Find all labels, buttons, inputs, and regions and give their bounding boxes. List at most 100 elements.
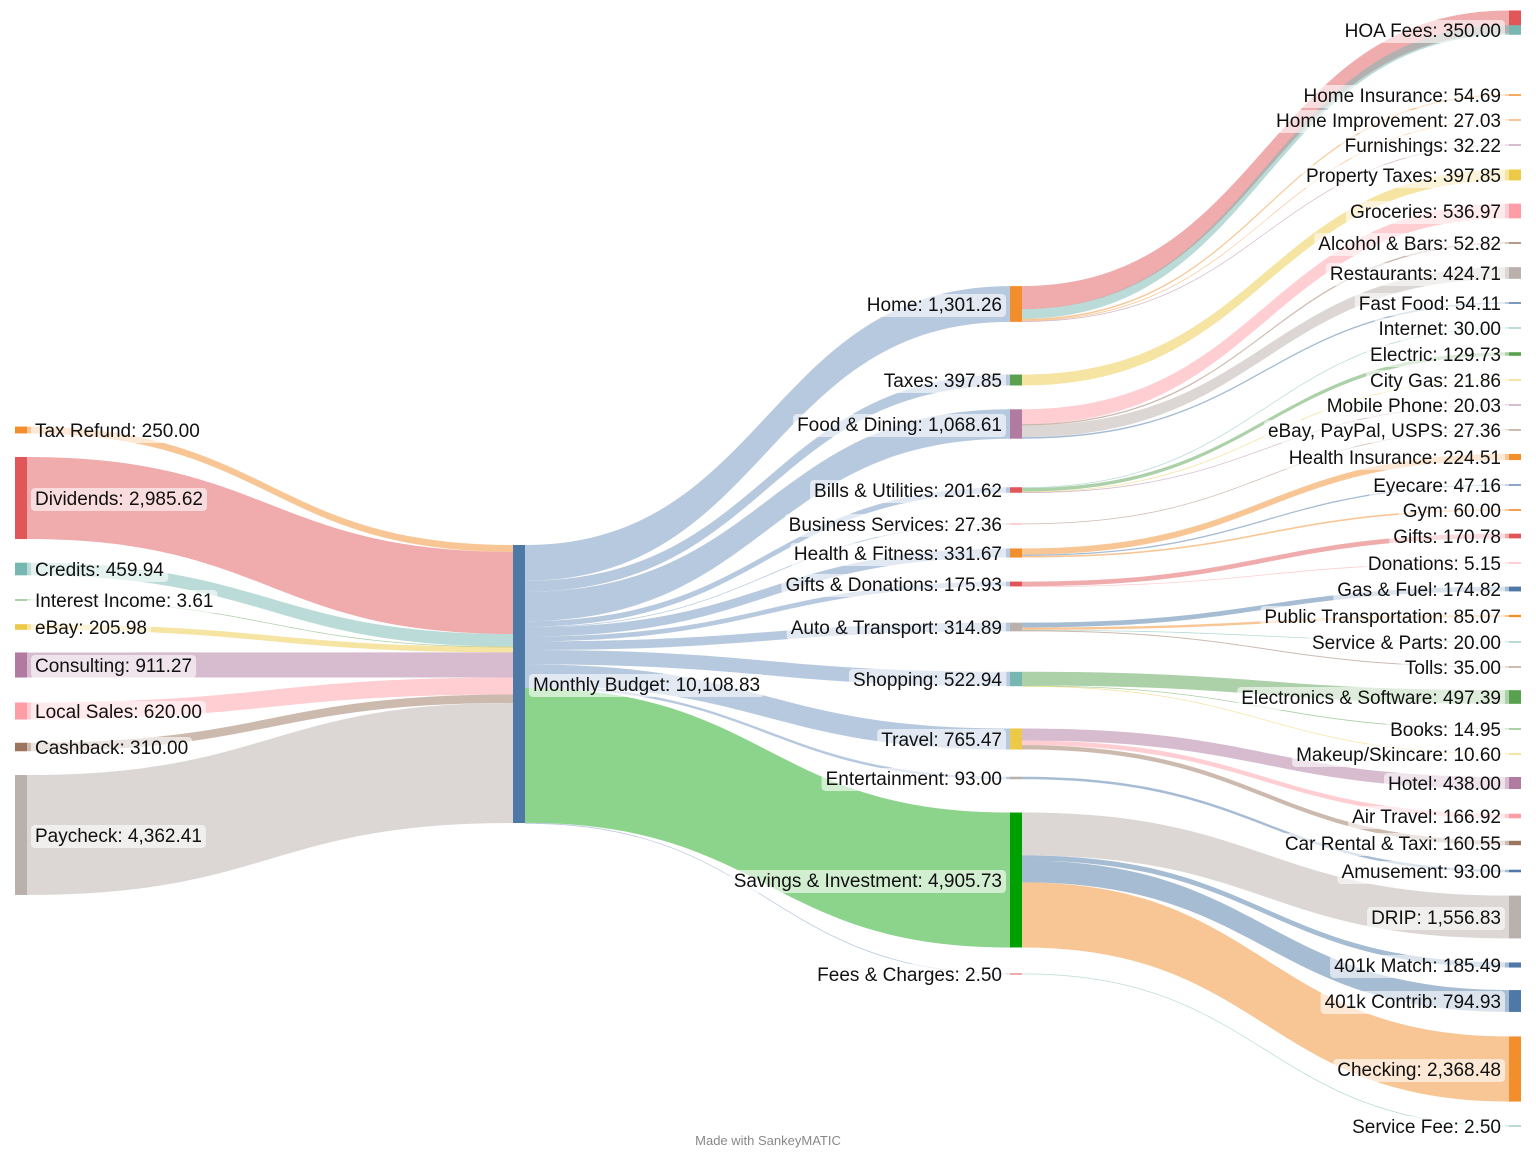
node-bills[interactable]	[1010, 487, 1022, 493]
node-hotel[interactable]	[1509, 776, 1521, 790]
node-home_ins[interactable]	[1509, 94, 1521, 96]
flow-budget-to-business[interactable]	[525, 523, 1010, 628]
flow-home-to-home_ins[interactable]	[1022, 94, 1509, 321]
flow-home-to-home_impr[interactable]	[1022, 119, 1509, 322]
flow-health-to-health_ins[interactable]	[1022, 453, 1509, 555]
node-k401_contrib[interactable]	[1509, 990, 1521, 1012]
node-entertainment[interactable]	[1010, 776, 1022, 780]
node-fast_food[interactable]	[1509, 302, 1521, 304]
node-tolls[interactable]	[1509, 666, 1521, 668]
node-public_trans[interactable]	[1509, 614, 1521, 618]
node-donations[interactable]	[1509, 562, 1521, 564]
flow-budget-to-entertainment[interactable]	[525, 685, 1010, 780]
node-checking[interactable]	[1509, 1036, 1521, 1102]
node-travel[interactable]	[1010, 728, 1022, 750]
node-gifts_don[interactable]	[1010, 581, 1022, 587]
node-gym[interactable]	[1509, 509, 1521, 511]
node-cashback[interactable]	[15, 742, 27, 752]
node-home[interactable]	[1010, 286, 1022, 322]
node-food[interactable]	[1010, 409, 1022, 439]
flow-food-to-groceries[interactable]	[1022, 203, 1509, 425]
node-amusement[interactable]	[1509, 869, 1521, 873]
node-health[interactable]	[1010, 548, 1022, 558]
node-home_impr[interactable]	[1509, 119, 1521, 121]
node-ebay_paypal[interactable]	[1509, 429, 1521, 431]
node-restaurants[interactable]	[1509, 267, 1521, 279]
node-service_fee[interactable]	[1509, 1125, 1521, 1127]
flow-home-to-home_top[interactable]	[1022, 10, 1509, 310]
flow-budget-to-taxes[interactable]	[525, 374, 1010, 592]
flow-savings-to-k401_match[interactable]	[1022, 855, 1509, 968]
node-internet[interactable]	[1509, 327, 1521, 329]
node-local_sales[interactable]	[15, 702, 27, 720]
flow-taxes-to-prop_tax[interactable]	[1022, 169, 1509, 386]
node-fees[interactable]	[1010, 973, 1022, 975]
flow-travel-to-air_travel[interactable]	[1022, 740, 1509, 819]
node-budget[interactable]	[513, 545, 525, 823]
flow-home-to-furnishings[interactable]	[1022, 144, 1509, 322]
flow-budget-to-bills[interactable]	[525, 487, 1010, 627]
flow-fees-to-service_fee[interactable]	[1022, 973, 1509, 1127]
node-gas_fuel[interactable]	[1509, 586, 1521, 592]
node-electronics[interactable]	[1509, 690, 1521, 704]
flow-savings-to-drip[interactable]	[1022, 812, 1509, 939]
node-health_ins[interactable]	[1509, 453, 1521, 461]
node-car_rental[interactable]	[1509, 840, 1521, 846]
flow-entertainment-to-amusement[interactable]	[1022, 776, 1509, 873]
node-auto[interactable]	[1010, 622, 1022, 632]
flow-paycheck-to-budget[interactable]	[27, 703, 513, 895]
node-groceries[interactable]	[1509, 203, 1521, 219]
flow-food-to-alcohol[interactable]	[1022, 242, 1509, 426]
flow-interest-to-budget[interactable]	[27, 599, 513, 648]
flow-home-to-hoa[interactable]	[1022, 25, 1509, 319]
flow-auto-to-service_parts[interactable]	[1022, 629, 1509, 643]
flow-credits-to-budget[interactable]	[27, 562, 513, 647]
node-makeup[interactable]	[1509, 753, 1521, 755]
node-k401_match[interactable]	[1509, 962, 1521, 968]
node-furnishings[interactable]	[1509, 144, 1521, 146]
node-taxes[interactable]	[1010, 374, 1022, 386]
node-ebay[interactable]	[15, 624, 27, 630]
node-hoa[interactable]	[1509, 25, 1521, 35]
flow-business-to-ebay_paypal[interactable]	[1022, 429, 1509, 525]
flow-health-to-gym[interactable]	[1022, 509, 1509, 558]
node-interest[interactable]	[15, 599, 27, 601]
node-savings[interactable]	[1010, 812, 1022, 948]
flow-bills-to-internet[interactable]	[1022, 327, 1509, 489]
node-eyecare[interactable]	[1509, 484, 1521, 486]
flow-tax_refund-to-budget[interactable]	[27, 426, 513, 552]
node-city_gas[interactable]	[1509, 379, 1521, 381]
node-shopping[interactable]	[1010, 671, 1022, 687]
flow-shopping-to-makeup[interactable]	[1022, 685, 1509, 755]
node-drip[interactable]	[1509, 895, 1521, 939]
flow-budget-to-health[interactable]	[525, 548, 1010, 637]
node-alcohol[interactable]	[1509, 242, 1521, 244]
node-tax_refund[interactable]	[15, 426, 27, 434]
node-service_parts[interactable]	[1509, 641, 1521, 643]
node-business[interactable]	[1010, 523, 1022, 525]
flow-budget-to-home[interactable]	[525, 286, 1010, 581]
flow-gifts_don-to-gifts[interactable]	[1022, 533, 1509, 587]
flow-bills-to-mobile[interactable]	[1022, 404, 1509, 494]
flow-food-to-restaurants[interactable]	[1022, 267, 1509, 438]
node-credits[interactable]	[15, 562, 27, 576]
node-air_travel[interactable]	[1509, 813, 1521, 819]
flow-savings-to-k401_contrib[interactable]	[1022, 860, 1509, 1012]
flow-gifts_don-to-donations[interactable]	[1022, 562, 1509, 588]
node-gifts[interactable]	[1509, 533, 1521, 539]
node-mobile[interactable]	[1509, 404, 1521, 406]
node-dividends[interactable]	[15, 456, 27, 540]
node-books[interactable]	[1509, 728, 1521, 730]
node-consulting[interactable]	[15, 652, 27, 678]
node-electric[interactable]	[1509, 352, 1521, 356]
flow-budget-to-food[interactable]	[525, 409, 1010, 622]
node-prop_tax[interactable]	[1509, 169, 1521, 181]
flow-savings-to-checking[interactable]	[1022, 882, 1509, 1102]
flow-food-to-fast_food[interactable]	[1022, 302, 1509, 439]
flow-budget-to-gifts_don[interactable]	[525, 581, 1010, 642]
flow-travel-to-car_rental[interactable]	[1022, 745, 1509, 846]
flow-budget-to-fees[interactable]	[525, 822, 1010, 975]
flow-health-to-eyecare[interactable]	[1022, 484, 1509, 556]
flow-auto-to-tolls[interactable]	[1022, 630, 1509, 668]
flow-cashback-to-budget[interactable]	[27, 694, 513, 752]
